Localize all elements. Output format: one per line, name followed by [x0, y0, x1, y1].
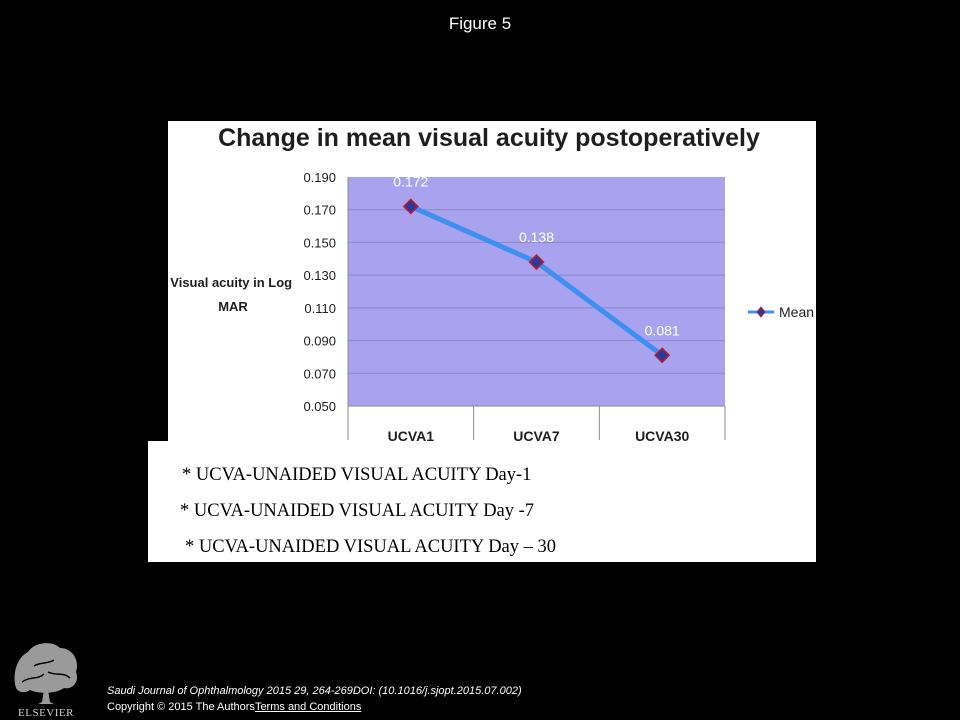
line-chart: Change in mean visual acuity postoperati… — [170, 124, 814, 441]
x-tick-label: UCVA1 — [388, 428, 435, 441]
footnote-day-7: * UCVA-UNAIDED VISUAL ACUITY Day -7 — [180, 501, 535, 521]
chart-title: Change in mean visual acuity postoperati… — [218, 124, 760, 152]
figure-panel: Change in mean visual acuity postoperati… — [148, 121, 816, 562]
y-axis-label: Visual acuity in Log MAR — [170, 275, 295, 314]
data-point-marker — [528, 253, 545, 271]
legend-marker-swatch — [756, 306, 766, 318]
journal-citation: Saudi Journal of Ophthalmology 2015 29, … — [107, 685, 522, 697]
data-point-marker — [654, 347, 671, 364]
legend: Mean — [748, 304, 814, 320]
y-tick-label: 0.050 — [303, 399, 336, 414]
y-tick-label: 0.090 — [303, 334, 336, 349]
data-label: 0.172 — [393, 173, 428, 189]
y-tick-label: 0.170 — [303, 203, 336, 218]
y-tick-label: 0.130 — [303, 268, 336, 283]
terms-and-conditions-link[interactable]: Terms and Conditions — [254, 701, 362, 713]
data-point-marker — [402, 198, 419, 215]
y-tick-label: 0.110 — [304, 301, 336, 316]
x-tick-label: UCVA7 — [513, 428, 560, 441]
elsevier-logo: ELSEVIER — [8, 636, 84, 718]
y-tick-label: 0.150 — [303, 235, 336, 250]
x-tick-label: UCVA30 — [635, 428, 689, 441]
copyright-text: Copyright © 2015 The Authors — [107, 701, 255, 713]
panel-left-strip — [148, 121, 168, 441]
publisher-wordmark: ELSEVIER — [18, 707, 74, 718]
figure-title: Figure 5 — [448, 14, 512, 33]
plot-background — [348, 177, 725, 406]
legend-label: Mean — [779, 304, 814, 320]
footnote-day-30: * UCVA-UNAIDED VISUAL ACUITY Day – 30 — [185, 537, 557, 557]
plot-area: 0.190 0.170 0.150 0.130 0.110 0.090 0.070 0.050… — [303, 170, 726, 441]
y-tick-label: 0.190 — [303, 170, 336, 185]
y-axis-label-line-1: Visual acuity in Log — [170, 275, 292, 290]
footnote-day-1: * UCVA-UNAIDED VISUAL ACUITY Day-1 — [182, 465, 532, 485]
data-label: 0.138 — [519, 229, 554, 245]
data-label: 0.081 — [645, 322, 680, 338]
y-axis-label-line-2: MAR — [218, 299, 248, 314]
copyright-line: Copyright © 2015 The AuthorsTerms and Co… — [107, 701, 361, 713]
y-tick-label: 0.070 — [303, 366, 336, 381]
